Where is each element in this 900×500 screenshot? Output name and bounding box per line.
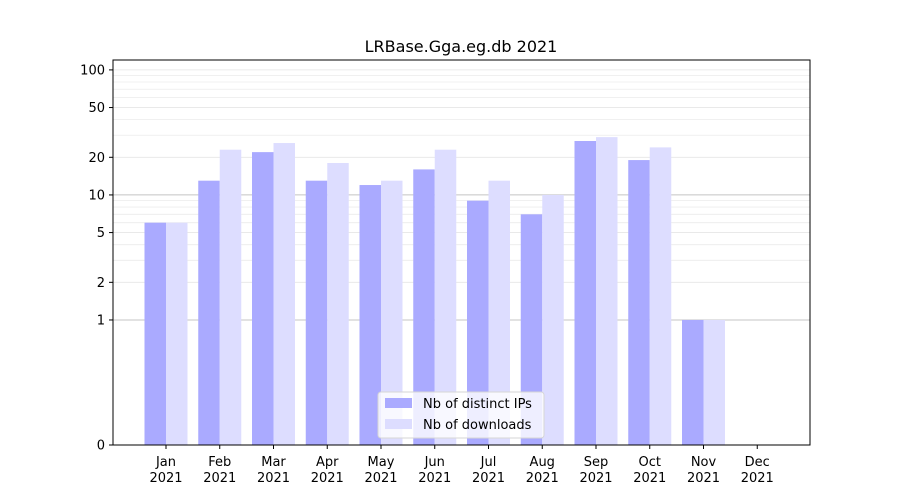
- legend-swatch: [385, 398, 412, 408]
- x-tick-label-year: 2021: [526, 471, 559, 486]
- bar-distinct-ips: [198, 180, 220, 445]
- bar-distinct-ips: [144, 222, 166, 445]
- legend-label: Nb of distinct IPs: [423, 397, 532, 412]
- bar-downloads: [273, 143, 295, 445]
- bar-downloads: [649, 147, 672, 446]
- x-tick-label-month: Oct: [639, 455, 661, 470]
- x-tick-label-month: Sep: [584, 455, 609, 470]
- bar-distinct-ips: [628, 160, 650, 445]
- x-tick-label-month: May: [368, 455, 395, 470]
- bar-distinct-ips: [305, 180, 328, 445]
- y-axis: 0 1 2 5 10 20 50 100: [80, 63, 113, 454]
- x-axis: Jan2021Feb2021Mar2021Apr2021May2021Jun20…: [149, 445, 774, 486]
- bar-distinct-ips: [682, 319, 704, 445]
- y-tick-label: 2: [97, 276, 105, 291]
- bar-downloads: [488, 180, 510, 445]
- bar-downloads: [166, 222, 188, 445]
- x-tick-label-year: 2021: [311, 471, 344, 486]
- plot-area-frame: [112, 59, 811, 446]
- x-tick-label-year: 2021: [203, 471, 236, 486]
- x-tick-label-year: 2021: [472, 471, 505, 486]
- x-tick-label-year: 2021: [364, 471, 397, 486]
- bar-downloads: [434, 149, 457, 446]
- x-tick-label-year: 2021: [257, 471, 290, 486]
- x-tick-label-year: 2021: [687, 471, 720, 486]
- y-tick-label: 5: [97, 226, 105, 241]
- x-tick-label-month: Feb: [208, 455, 231, 470]
- y-tick-label: 0: [97, 439, 105, 454]
- y-tick-label: 50: [88, 101, 105, 116]
- bar-downloads: [596, 137, 618, 445]
- bar-distinct-ips: [520, 214, 543, 445]
- y-tick-label: 100: [80, 63, 105, 78]
- legend-label: Nb of downloads: [423, 418, 532, 433]
- x-tick-label-month: Jun: [424, 455, 445, 470]
- x-tick-label-month: Jul: [480, 455, 497, 470]
- x-tick-label-year: 2021: [418, 471, 451, 486]
- legend-swatch: [385, 419, 412, 429]
- bar-distinct-ips: [413, 169, 435, 445]
- bars: [144, 137, 725, 446]
- bar-downloads: [327, 163, 349, 445]
- bar-downloads: [219, 149, 242, 446]
- y-tick-label: 20: [88, 151, 105, 166]
- y-tick-label: 1: [97, 313, 105, 328]
- bar-distinct-ips: [467, 200, 489, 445]
- x-tick-label-year: 2021: [149, 471, 182, 486]
- x-tick-label-month: Aug: [530, 455, 555, 470]
- bar-distinct-ips: [252, 152, 274, 445]
- x-tick-label-year: 2021: [633, 471, 666, 486]
- bar-distinct-ips: [359, 185, 381, 445]
- legend-box: [377, 391, 545, 439]
- bar-downloads: [542, 194, 564, 445]
- bar-distinct-ips: [574, 140, 596, 445]
- chart-title: LRBase.Gga.eg.db 2021: [365, 37, 558, 56]
- x-tick-label-month: Jan: [155, 455, 176, 470]
- y-tick-label: 10: [88, 188, 105, 203]
- bar-downloads: [381, 180, 403, 445]
- x-tick-label-month: Mar: [261, 455, 286, 470]
- x-tick-label-month: Dec: [745, 455, 770, 470]
- legend: Nb of distinct IPs Nb of downloads: [377, 391, 545, 439]
- x-tick-label-year: 2021: [579, 471, 612, 486]
- x-tick-label-month: Apr: [316, 455, 339, 470]
- bar-downloads: [703, 319, 725, 445]
- x-tick-label-year: 2021: [741, 471, 774, 486]
- x-tick-label-month: Nov: [691, 455, 717, 470]
